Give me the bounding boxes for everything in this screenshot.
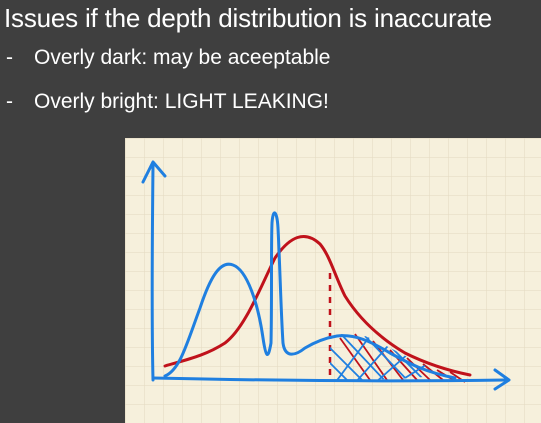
bullet-text: Overly bright: LIGHT LEAKING!	[34, 90, 329, 113]
slide-title: Issues if the depth distribution is inac…	[4, 3, 492, 33]
bullet-text: Overly dark: may be aceeptable	[34, 46, 331, 69]
sketch-canvas	[125, 138, 541, 423]
grid	[125, 138, 541, 423]
blue-distribution-curve	[163, 211, 457, 380]
x-axis	[151, 376, 507, 383]
bullet-marker: -	[6, 90, 13, 113]
y-axis	[150, 164, 155, 382]
bullet-marker: -	[6, 46, 13, 69]
depth-distribution-sketch	[125, 138, 541, 423]
red-distribution-curve	[163, 234, 472, 377]
y-axis-arrowhead	[141, 160, 167, 184]
bullet-overly-bright: - Overly bright: LIGHT LEAKING!	[6, 89, 329, 115]
bullet-overly-dark: - Overly dark: may be aceeptable	[6, 45, 330, 71]
x-axis-arrowhead	[493, 368, 511, 391]
